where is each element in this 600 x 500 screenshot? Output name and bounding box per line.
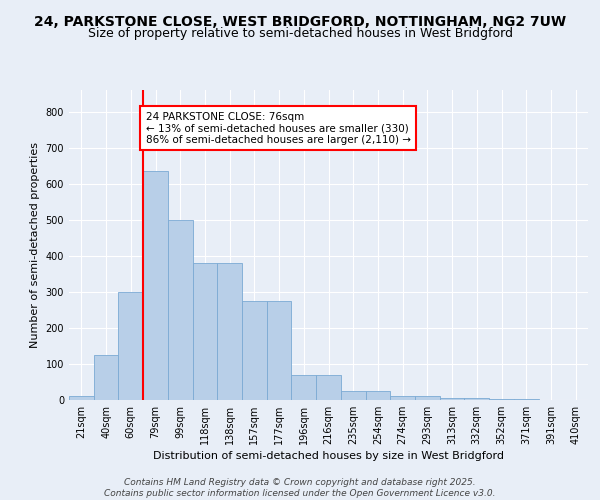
- Bar: [118, 292, 143, 400]
- X-axis label: Distribution of semi-detached houses by size in West Bridgford: Distribution of semi-detached houses by …: [153, 451, 504, 461]
- Bar: [390, 396, 415, 400]
- Bar: [143, 171, 168, 400]
- Bar: [217, 263, 242, 400]
- Text: Size of property relative to semi-detached houses in West Bridgford: Size of property relative to semi-detach…: [88, 28, 512, 40]
- Text: 24, PARKSTONE CLOSE, WEST BRIDGFORD, NOTTINGHAM, NG2 7UW: 24, PARKSTONE CLOSE, WEST BRIDGFORD, NOT…: [34, 15, 566, 29]
- Bar: [316, 375, 341, 400]
- Bar: [267, 301, 292, 400]
- Bar: [193, 263, 217, 400]
- Bar: [341, 391, 365, 400]
- Bar: [292, 375, 316, 400]
- Bar: [94, 355, 118, 400]
- Text: Contains HM Land Registry data © Crown copyright and database right 2025.
Contai: Contains HM Land Registry data © Crown c…: [104, 478, 496, 498]
- Bar: [168, 220, 193, 400]
- Bar: [365, 391, 390, 400]
- Bar: [440, 398, 464, 400]
- Bar: [69, 396, 94, 400]
- Bar: [415, 396, 440, 400]
- Y-axis label: Number of semi-detached properties: Number of semi-detached properties: [30, 142, 40, 348]
- Bar: [242, 301, 267, 400]
- Text: 24 PARKSTONE CLOSE: 76sqm
← 13% of semi-detached houses are smaller (330)
86% of: 24 PARKSTONE CLOSE: 76sqm ← 13% of semi-…: [146, 112, 410, 145]
- Bar: [464, 398, 489, 400]
